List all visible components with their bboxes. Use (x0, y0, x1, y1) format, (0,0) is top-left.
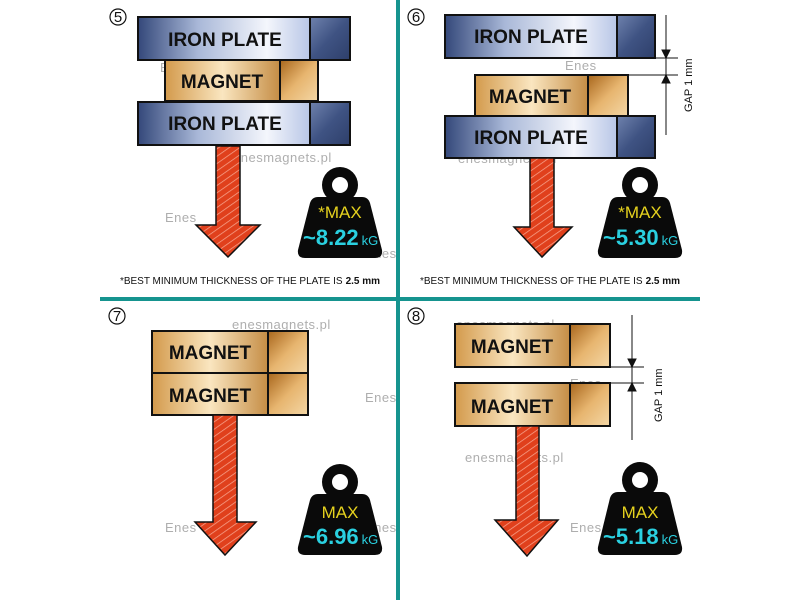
watermark-logo: Enes (570, 520, 602, 535)
max-force-value: ~6.96 kG (303, 524, 378, 549)
max-label: MAX (322, 503, 359, 522)
weight-icon (297, 167, 383, 258)
svg-text:IRON PLATE: IRON PLATE (474, 27, 588, 48)
max-force-value: ~5.30 kG (603, 225, 678, 250)
magnet-block-top: MAGNET (151, 330, 309, 374)
pull-arrow (512, 157, 574, 259)
magnet-block-top: MAGNET (454, 323, 611, 368)
max-label: MAX (622, 503, 659, 522)
svg-text:IRON PLATE: IRON PLATE (168, 30, 282, 51)
panel-number: 6 (412, 9, 420, 26)
panel-5: 5 IRON PLATE MAGNET IRON PLATE *MAX ~8.2… (109, 8, 383, 287)
weight-icon (297, 464, 383, 555)
svg-text:MAGNET: MAGNET (471, 337, 554, 358)
watermark-logo: Enes (365, 390, 397, 405)
magnet-block: MAGNET (474, 74, 629, 117)
svg-text:MAGNET: MAGNET (169, 343, 252, 364)
plate-thickness-note: *BEST MINIMUM THICKNESS OF THE PLATE IS 2… (420, 276, 680, 287)
weight-icon (597, 167, 683, 258)
max-force-value: ~5.18 kG (603, 524, 678, 549)
svg-text:IRON PLATE: IRON PLATE (474, 128, 588, 149)
watermark-logo: Enes (565, 58, 597, 73)
max-force-value: ~8.22 kG (303, 225, 378, 250)
gap-label: GAP 1 mm (683, 58, 695, 112)
panel-7: 7 MAGNET MAGNET MAX ~6.96 kG (108, 307, 383, 557)
panel-number: 5 (114, 9, 122, 26)
pull-arrow (493, 425, 560, 558)
watermark-logo: Enes (165, 520, 197, 535)
panel-number-badge (109, 8, 127, 26)
panel-number-badge (407, 8, 425, 26)
iron-plate-bottom: IRON PLATE (137, 101, 351, 146)
plate-thickness-note: *BEST MINIMUM THICKNESS OF THE PLATE IS 2… (120, 276, 380, 287)
iron-plate-top: IRON PLATE (444, 14, 656, 59)
watermark-logo: Enes (165, 210, 197, 225)
svg-text:IRON PLATE: IRON PLATE (168, 114, 282, 135)
panel-number-badge (108, 307, 126, 325)
svg-text:MAGNET: MAGNET (181, 72, 264, 93)
svg-text:MAGNET: MAGNET (471, 397, 554, 418)
watermark-text: enesmagnets.pl (465, 450, 564, 465)
pull-arrow (193, 414, 258, 557)
max-label: *MAX (618, 203, 661, 222)
panel-6: 6 IRON PLATE MAGNET IRON PLATE GAP 1 mm … (407, 8, 695, 287)
weight-icon (597, 462, 683, 555)
panel-number: 8 (412, 308, 420, 325)
iron-plate-top: IRON PLATE (137, 16, 351, 61)
panel-8: 8 MAGNET MAGNET GAP 1 mm MAX ~5.18 kG (407, 307, 683, 558)
max-label: *MAX (318, 203, 361, 222)
iron-plate-bottom: IRON PLATE (444, 115, 656, 159)
watermark-text: enesmagnets.pl (232, 317, 331, 332)
magnet-block-bottom: MAGNET (454, 382, 611, 427)
watermark-text: enesmagnets.pl (233, 150, 332, 165)
panel-number-badge (407, 307, 425, 325)
pull-arrow (194, 145, 262, 259)
gap-dimension (610, 315, 644, 440)
magnet-block: MAGNET (164, 59, 319, 102)
svg-text:MAGNET: MAGNET (169, 386, 252, 407)
svg-text:MAGNET: MAGNET (489, 87, 572, 108)
gap-dimension (628, 15, 678, 135)
gap-label: GAP 1 mm (653, 368, 665, 422)
panel-number: 7 (113, 308, 121, 325)
magnet-block-bottom: MAGNET (151, 372, 309, 416)
